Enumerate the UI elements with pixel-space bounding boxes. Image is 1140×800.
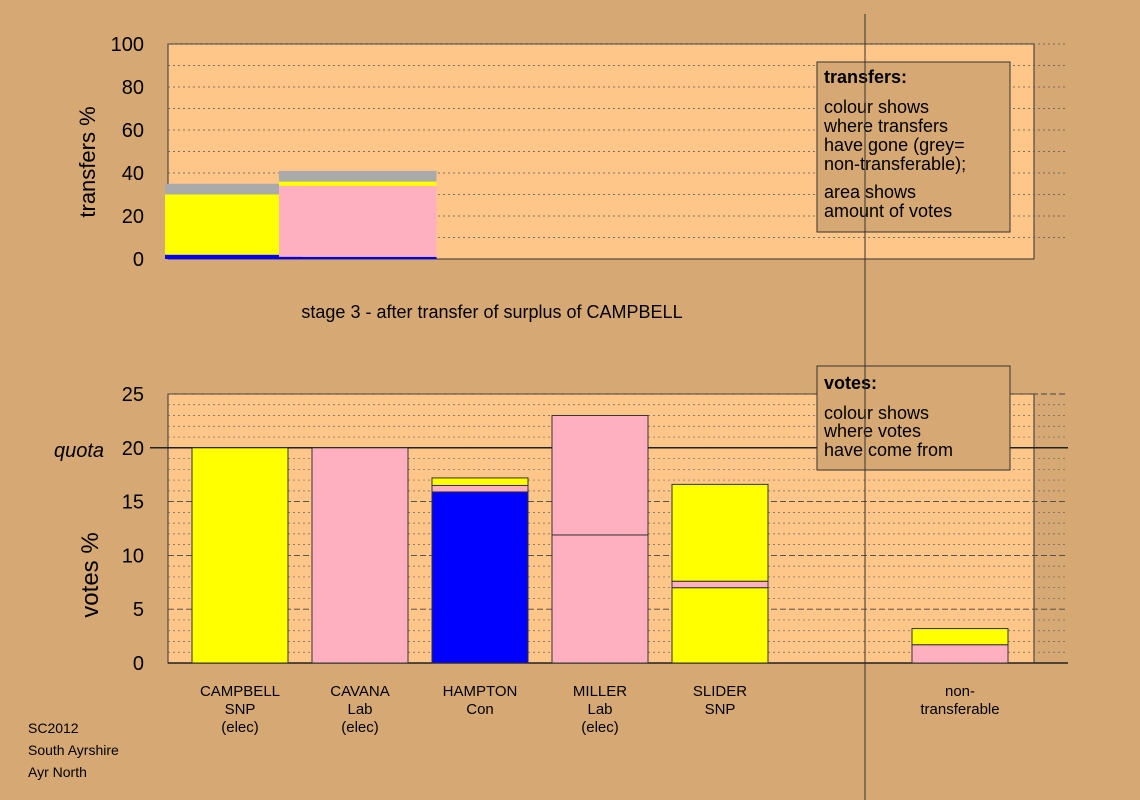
votes-y-tick-label: 25 bbox=[122, 384, 144, 406]
transfers-legend-line: where transfers bbox=[823, 116, 948, 136]
transfers-bars bbox=[165, 170, 437, 259]
transfers-y-tick-label: 60 bbox=[122, 120, 144, 142]
transfers-legend-line: colour shows bbox=[824, 97, 929, 117]
vote-bar-segment bbox=[551, 415, 649, 536]
footer: SC2012 South Ayrshire Ayr North bbox=[28, 720, 119, 780]
transfers-legend-line: non-transferable); bbox=[824, 154, 966, 174]
transfers-legend-title: transfers: bbox=[824, 67, 907, 87]
transfers-y-tick-label: 20 bbox=[122, 206, 144, 228]
votes-y-axis-label: votes % bbox=[77, 532, 104, 617]
candidate-label-line: Lab bbox=[347, 701, 372, 718]
transfers-chart: 0 20 40 60 80 100 transfers % stage 3 - after… bbox=[75, 34, 1068, 322]
vote-bar-segment bbox=[191, 447, 289, 664]
vote-bar-segment bbox=[431, 484, 529, 493]
transfers-y-tick-label: 40 bbox=[122, 163, 144, 185]
vote-bar-segment bbox=[671, 587, 769, 664]
candidate-label-line: (elec) bbox=[341, 719, 379, 736]
votes-y-ticks: 0 5 10 15 20 25 bbox=[122, 384, 144, 675]
candidate-label-line: SNP bbox=[225, 701, 256, 718]
candidate-label-line: HAMPTON bbox=[443, 683, 518, 700]
vote-bar-segment bbox=[671, 580, 769, 589]
votes-legend-line: colour shows bbox=[824, 403, 929, 423]
votes-y-tick-label: 5 bbox=[133, 599, 144, 621]
transfer-segment-hampton bbox=[279, 256, 437, 259]
candidate-label-line: transferable bbox=[920, 701, 999, 718]
vote-bar-segment bbox=[311, 447, 409, 664]
transfers-legend-line: amount of votes bbox=[824, 201, 952, 221]
footer-council: South Ayrshire bbox=[28, 742, 119, 758]
vote-bar-segment bbox=[671, 483, 769, 582]
votes-y-tick-label: 20 bbox=[122, 438, 144, 460]
votes-bars bbox=[191, 415, 1009, 664]
transfers-legend-box bbox=[816, 61, 1011, 233]
candidate-label-line: CAVANA bbox=[330, 683, 389, 700]
candidate-label-line: non- bbox=[945, 683, 975, 700]
candidate-label-line: (elec) bbox=[221, 719, 259, 736]
candidate-label-line: MILLER bbox=[573, 683, 627, 700]
candidate-label-line: SLIDER bbox=[693, 683, 747, 700]
votes-category-labels: CAMPBELLSNP(elec)CAVANALab(elec)HAMPTONC… bbox=[200, 683, 1000, 736]
transfers-y-tick-label: 80 bbox=[122, 77, 144, 99]
stage-title: stage 3 - after transfer of surplus of C… bbox=[301, 302, 682, 322]
transfer-segment-miller bbox=[279, 185, 437, 257]
transfers-legend: transfers: colour shows where transfers … bbox=[816, 61, 1011, 233]
votes-legend-line: have come from bbox=[824, 440, 953, 460]
votes-y-tick-label: 10 bbox=[122, 545, 144, 567]
transfers-legend-line: have gone (grey= bbox=[824, 135, 965, 155]
candidate-label-line: Con bbox=[466, 701, 494, 718]
votes-y-tick-label: 15 bbox=[122, 492, 144, 514]
votes-legend-title: votes: bbox=[824, 373, 877, 393]
candidate-label-line: Lab bbox=[587, 701, 612, 718]
transfer-segment-non-transferable bbox=[165, 183, 302, 195]
footer-ward: Ayr North bbox=[28, 764, 87, 780]
transfers-y-axis-label: transfers % bbox=[75, 106, 100, 217]
transfer-segment-hampton bbox=[165, 254, 302, 259]
vote-bar-segment bbox=[551, 534, 649, 664]
quota-label: quota bbox=[54, 440, 104, 462]
votes-legend-box bbox=[816, 365, 1011, 471]
transfer-segment-non-transferable bbox=[279, 170, 437, 182]
candidate-label-line: (elec) bbox=[581, 719, 619, 736]
footer-election: SC2012 bbox=[28, 720, 79, 736]
vote-bar-segment bbox=[911, 628, 1009, 646]
candidate-label-line: SNP bbox=[705, 701, 736, 718]
votes-y-tick-label: 0 bbox=[133, 653, 144, 675]
vote-bar-segment bbox=[431, 491, 529, 664]
transfers-y-tick-label: 100 bbox=[111, 34, 144, 56]
candidate-label-line: CAMPBELL bbox=[200, 683, 280, 700]
transfers-y-ticks: 0 20 40 60 80 100 bbox=[111, 34, 144, 271]
transfer-segment-slider bbox=[279, 181, 437, 186]
votes-legend: votes: colour shows where votes have com… bbox=[816, 365, 1011, 471]
votes-legend-line: where votes bbox=[823, 421, 921, 441]
transfers-y-tick-label: 0 bbox=[133, 249, 144, 271]
transfers-legend-line: area shows bbox=[824, 182, 916, 202]
vote-bar-segment bbox=[431, 477, 529, 486]
vote-bar-segment bbox=[911, 644, 1009, 664]
